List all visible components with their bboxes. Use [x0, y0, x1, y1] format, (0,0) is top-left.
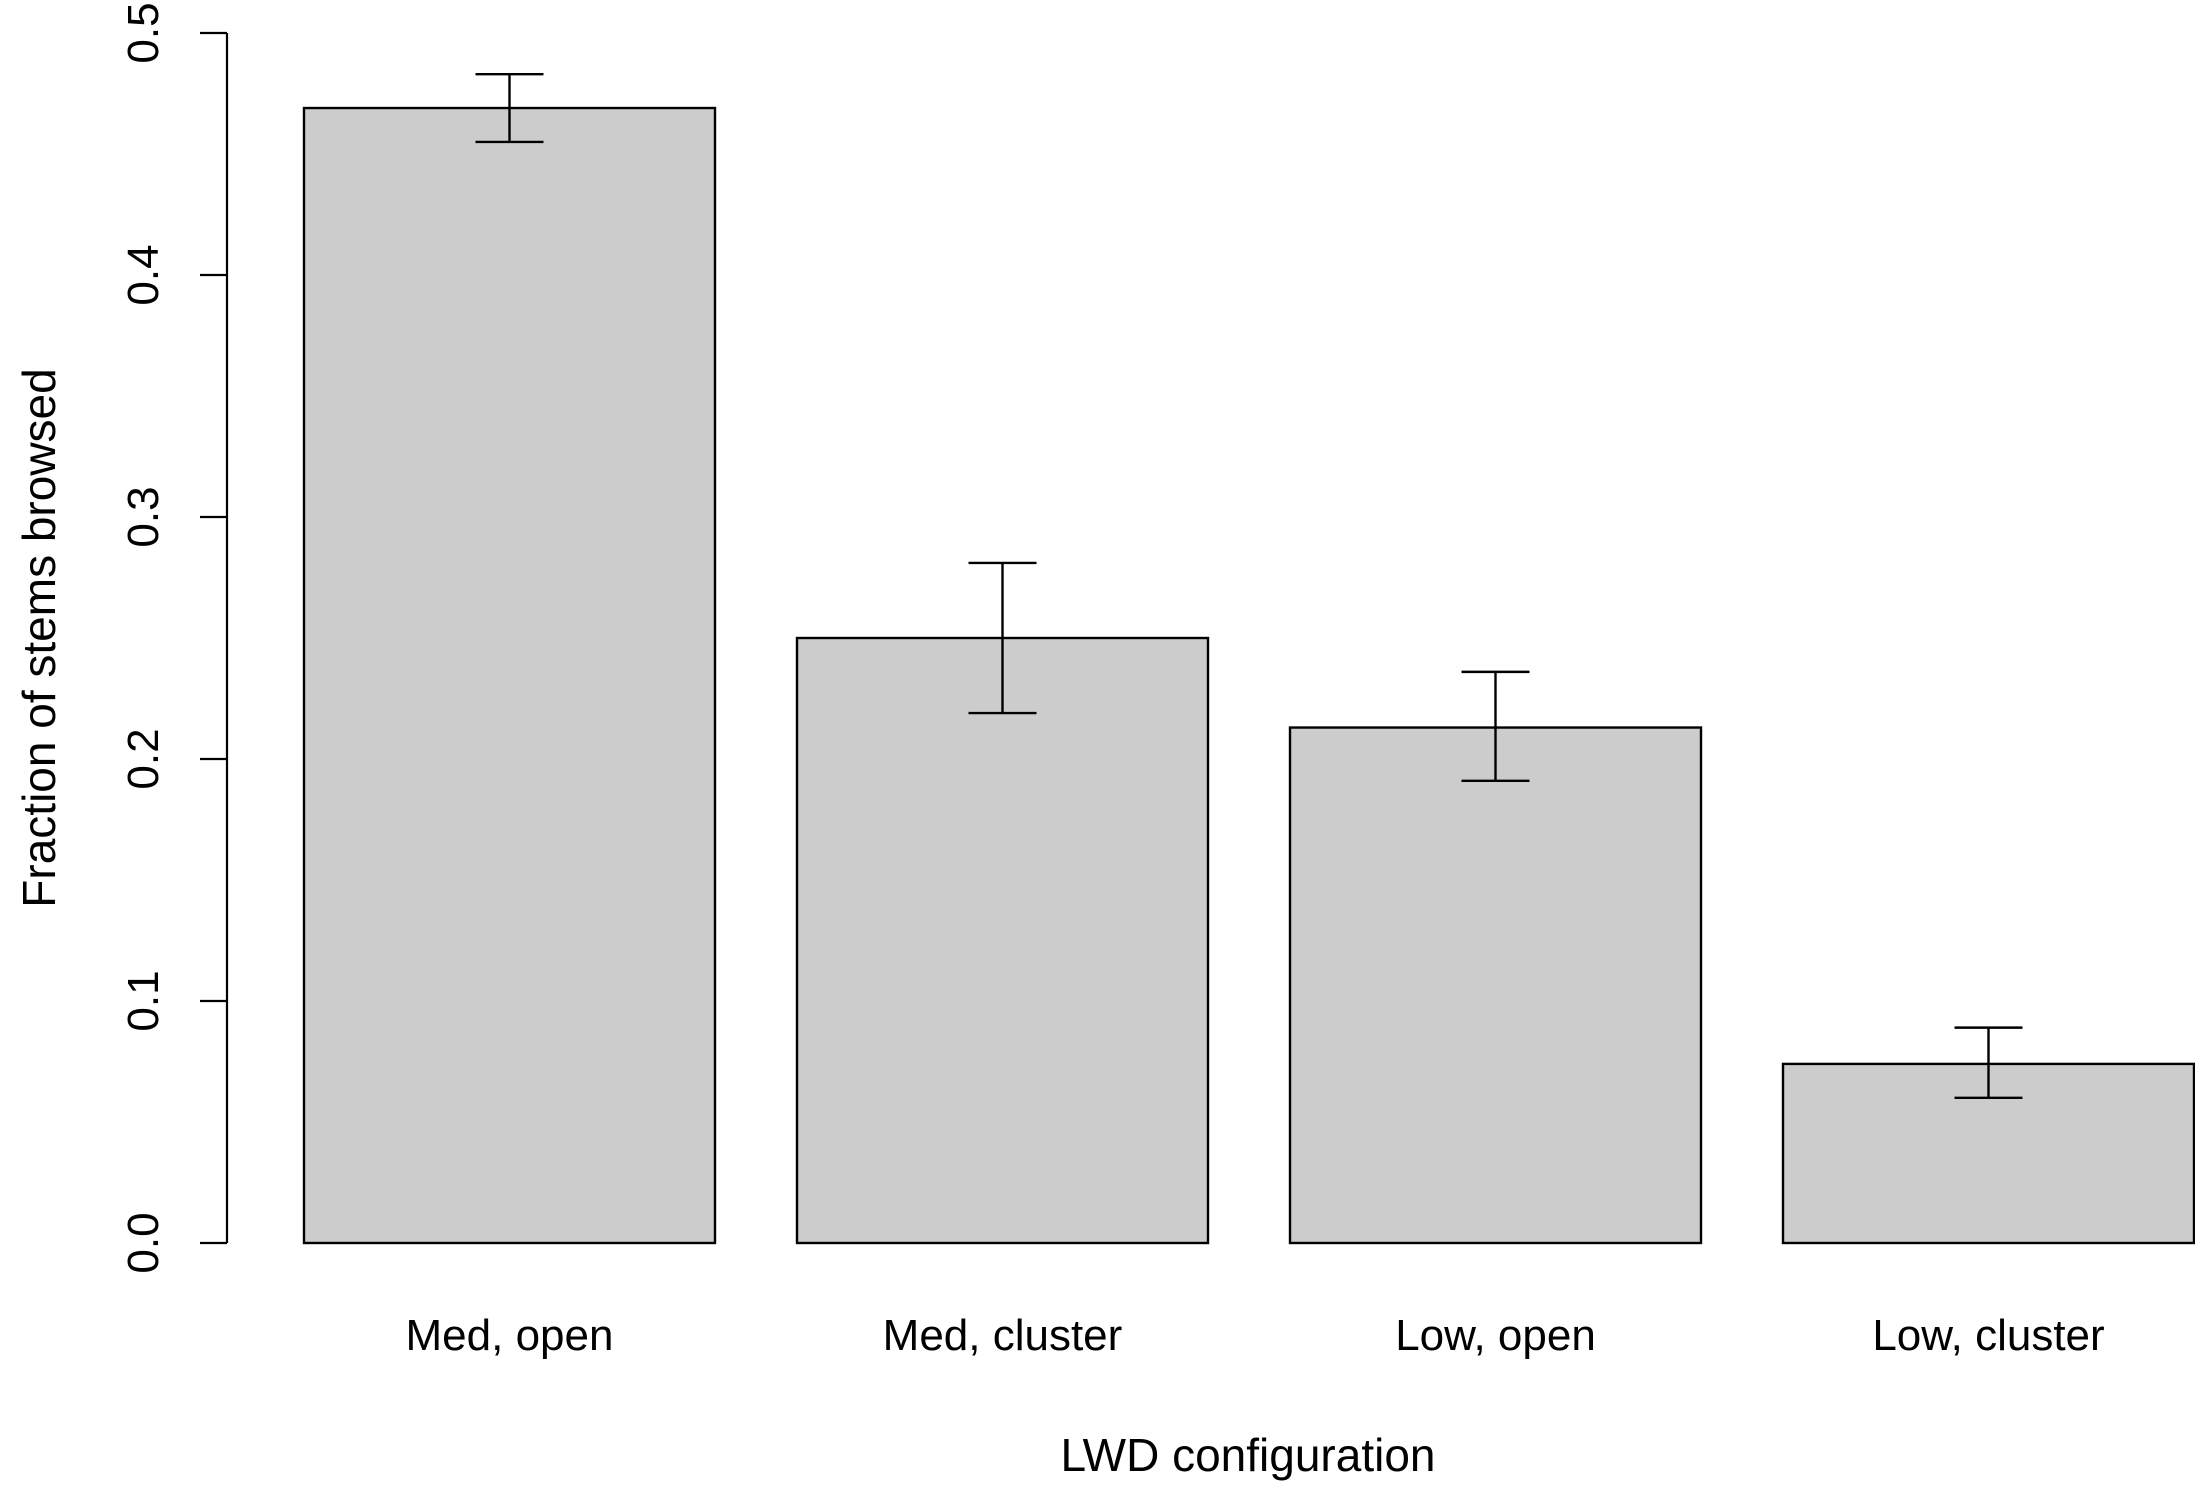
bars-layer [302, 106, 2195, 1245]
y-axis: 0.0 0.1 0.2 0.3 0.4 0.5 [119, 2, 229, 1274]
x-tick-label: Low, cluster [1872, 1311, 2104, 1360]
error-bars-layer [475, 72, 2023, 1100]
y-tick-label: 0.0 [119, 1212, 168, 1273]
x-tick-label: Low, open [1395, 1311, 1596, 1360]
bar [302, 106, 717, 1245]
x-axis-category-labels: Med, open Med, cluster Low, open Low, clust… [406, 1311, 2105, 1360]
bar [795, 636, 1210, 1245]
bar [1288, 726, 1703, 1245]
y-tick-label: 0.3 [119, 486, 168, 547]
x-tick-label: Med, open [406, 1311, 614, 1360]
y-tick-label: 0.2 [119, 728, 168, 789]
y-axis-title: Fraction of stems browsed [13, 368, 65, 907]
x-axis-title: LWD configuration [1061, 1429, 1436, 1481]
y-tick-label: 0.5 [119, 2, 168, 63]
x-tick-label: Med, cluster [883, 1311, 1123, 1360]
y-tick-label: 0.4 [119, 244, 168, 305]
y-tick-label: 0.1 [119, 970, 168, 1031]
